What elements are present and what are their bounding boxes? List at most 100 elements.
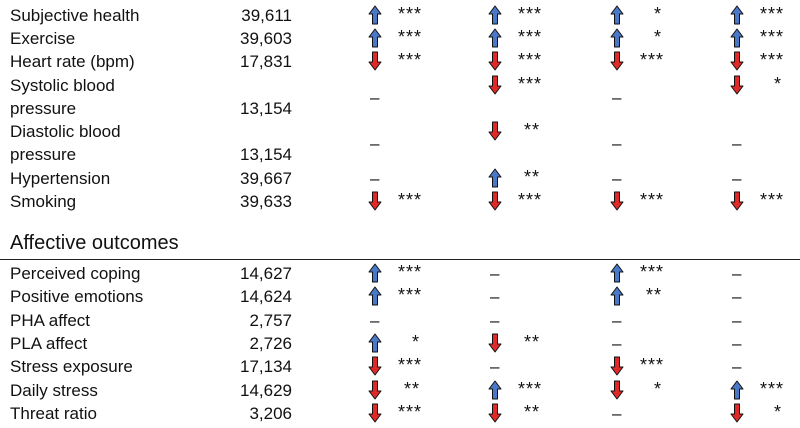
row-label: Systolic blood — [10, 75, 115, 95]
effect-cell: – — [610, 167, 730, 190]
arrow-up-icon — [368, 5, 382, 25]
significance-stars: ** — [524, 401, 541, 422]
no-effect-dash: – — [732, 134, 742, 154]
row-sample-size: 14,629 — [240, 380, 292, 400]
effect-cell: – — [730, 355, 800, 378]
effect-cell: * — [368, 332, 488, 355]
effect-cell: ** — [488, 332, 608, 355]
significance-stars: * — [412, 331, 421, 352]
table-row: PHA affect 2,757 – – – – — [0, 309, 800, 332]
row-label: Perceived coping — [10, 264, 141, 283]
row-label: Smoking — [10, 191, 77, 211]
significance-stars: *** — [518, 4, 543, 24]
arrow-up-icon — [368, 28, 382, 48]
effect-cell: – — [610, 74, 730, 107]
significance-stars: *** — [760, 378, 785, 399]
effect-cell: * — [610, 4, 730, 27]
effect-cell: – — [730, 332, 800, 355]
row-sample-size: 14,624 — [240, 287, 292, 307]
arrow-down-icon — [730, 191, 744, 211]
effect-cell: ** — [610, 285, 730, 308]
effect-cell: – — [368, 120, 488, 153]
arrow-up-icon — [488, 168, 502, 188]
significance-stars: * — [774, 73, 783, 94]
effect-cell: – — [610, 332, 730, 355]
row-sample-size: 39,633 — [240, 191, 292, 211]
effect-cell: – — [488, 262, 608, 285]
effect-cell: ** — [488, 402, 608, 425]
significance-stars: *** — [640, 262, 665, 282]
effect-cell: * — [730, 74, 800, 97]
effect-cell: ** — [488, 120, 608, 143]
effect-cell: – — [368, 74, 488, 107]
arrow-up-icon — [610, 286, 624, 306]
effect-cell: *** — [730, 379, 800, 402]
row-label: Heart rate (bpm) — [10, 52, 135, 72]
row-sample-size: 13,154 — [240, 98, 292, 118]
arrow-down-icon — [488, 333, 502, 353]
row-label-continued: pressure — [10, 145, 77, 165]
significance-stars: *** — [398, 262, 423, 282]
no-effect-dash: – — [490, 310, 500, 330]
effect-cell: – — [368, 167, 488, 190]
arrow-down-icon — [488, 75, 502, 95]
significance-stars: ** — [524, 331, 541, 352]
significance-stars: * — [654, 4, 663, 24]
effect-cell: *** — [730, 190, 800, 213]
significance-stars: *** — [518, 378, 543, 399]
effect-cell: *** — [730, 27, 800, 50]
effect-cell: – — [488, 309, 608, 332]
significance-stars: *** — [640, 50, 665, 71]
effect-cell: *** — [610, 262, 730, 285]
arrow-down-icon — [368, 191, 382, 211]
significance-stars: *** — [398, 401, 423, 422]
effect-cell: *** — [488, 379, 608, 402]
no-effect-dash: – — [612, 333, 622, 353]
arrow-down-icon — [488, 121, 502, 141]
effect-cell: *** — [368, 285, 488, 308]
arrow-up-icon — [488, 5, 502, 25]
effect-cell: *** — [610, 355, 730, 378]
effect-cell: *** — [368, 27, 488, 50]
row-label: PHA affect — [10, 310, 91, 330]
effect-cell: – — [368, 309, 488, 332]
effect-cell: *** — [488, 50, 608, 73]
row-label: Positive emotions — [10, 287, 144, 307]
effect-cell: *** — [730, 50, 800, 73]
effect-cell: *** — [730, 4, 800, 27]
no-effect-dash: – — [732, 310, 742, 330]
arrow-down-icon — [368, 356, 382, 376]
arrow-down-icon — [368, 380, 382, 400]
arrow-down-icon — [730, 403, 744, 423]
arrow-down-icon — [368, 403, 382, 423]
table-row: Diastolic blood pressure 13,154 – ** – – — [0, 120, 800, 164]
significance-stars: ** — [404, 378, 421, 399]
effect-cell: – — [730, 120, 800, 153]
no-effect-dash: – — [612, 87, 622, 107]
arrow-down-icon — [730, 51, 744, 71]
arrow-up-icon — [730, 5, 744, 25]
arrow-down-icon — [488, 51, 502, 71]
arrow-up-icon — [488, 28, 502, 48]
significance-stars: *** — [640, 189, 665, 210]
significance-stars: *** — [518, 27, 543, 48]
row-sample-size: 17,134 — [240, 357, 292, 377]
significance-stars: *** — [518, 50, 543, 71]
effect-cell: *** — [368, 402, 488, 425]
significance-stars: *** — [518, 73, 543, 94]
table-row: Stress exposure 17,134 *** – *** – — [0, 355, 800, 378]
arrow-up-icon — [368, 286, 382, 306]
row-sample-size: 2,726 — [249, 333, 292, 353]
significance-stars: *** — [398, 189, 423, 210]
row-label: Hypertension — [10, 168, 111, 188]
arrow-down-icon — [368, 51, 382, 71]
no-effect-dash: – — [490, 357, 500, 377]
effect-cell: *** — [368, 4, 488, 27]
arrow-down-icon — [610, 356, 624, 376]
row-sample-size: 39,611 — [241, 6, 292, 25]
arrow-up-icon — [610, 28, 624, 48]
effect-cell: – — [730, 309, 800, 332]
significance-stars: *** — [398, 285, 423, 306]
significance-stars: *** — [398, 4, 423, 24]
row-label: PLA affect — [10, 333, 88, 353]
